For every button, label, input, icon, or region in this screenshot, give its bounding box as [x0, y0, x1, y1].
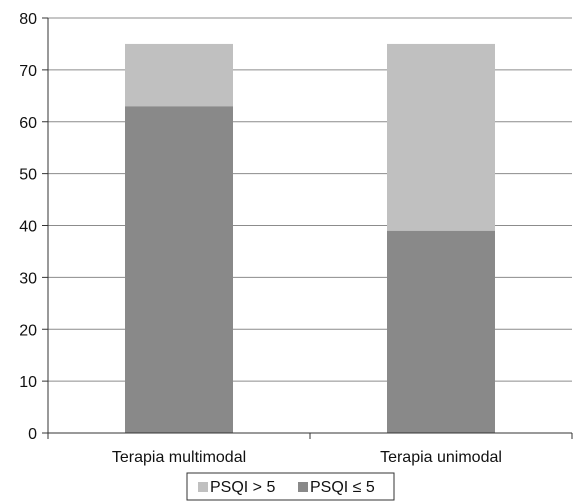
- bar-segment: [387, 230, 495, 433]
- legend-box: [186, 472, 395, 501]
- bars: [125, 43, 495, 433]
- y-tick-label: 10: [19, 374, 37, 391]
- y-tick-label: 0: [28, 426, 37, 443]
- x-category-labels: Terapia multimodal Terapia unimodal: [112, 449, 502, 466]
- legend: PSQI > 5 PSQI ≤ 5: [186, 472, 395, 501]
- bar-segment: [125, 106, 233, 433]
- bar-segment: [125, 43, 233, 107]
- legend-label: PSQI > 5: [210, 479, 275, 496]
- y-tick-labels: 0 10 20 30 40 50 60 70 80: [19, 11, 37, 443]
- y-tick-label: 20: [19, 322, 37, 339]
- y-tick-label: 70: [19, 63, 37, 80]
- y-tick-label: 60: [19, 115, 37, 132]
- y-tick-label: 50: [19, 167, 37, 184]
- x-category-label: Terapia unimodal: [380, 449, 502, 466]
- legend-swatch: [298, 482, 308, 492]
- y-tick-label: 80: [19, 11, 37, 28]
- bar-segment: [387, 43, 495, 231]
- legend-swatch: [198, 482, 208, 492]
- y-tick-label: 30: [19, 270, 37, 287]
- axes: [42, 17, 573, 439]
- legend-label: PSQI ≤ 5: [310, 479, 375, 496]
- y-tick-label: 40: [19, 219, 37, 236]
- x-category-label: Terapia multimodal: [112, 449, 246, 466]
